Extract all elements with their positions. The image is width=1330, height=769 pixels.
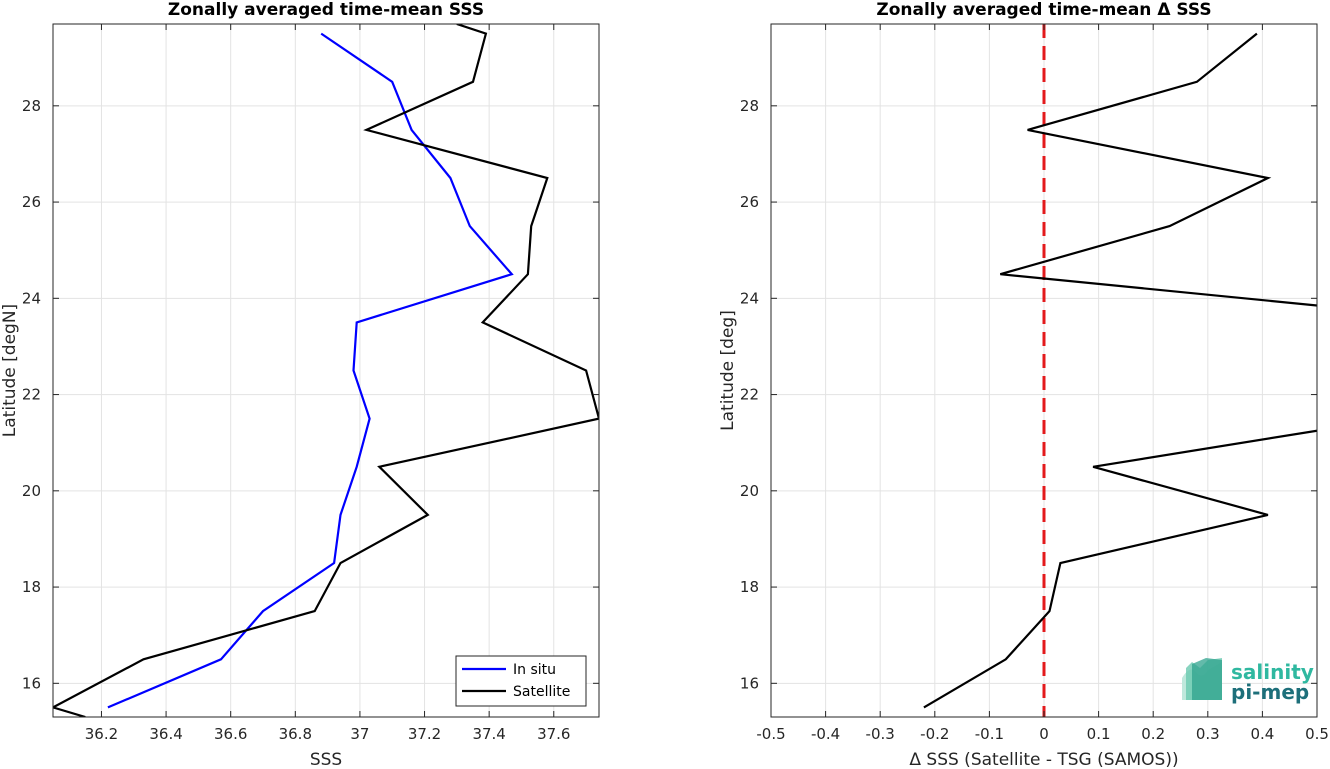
legend-label: Satellite xyxy=(513,684,570,700)
x-axis-label: SSS xyxy=(310,750,342,769)
x-tick-label: -0.1 xyxy=(975,725,1004,743)
x-axis-label: Δ SSS (Satellite - TSG (SAMOS)) xyxy=(909,750,1178,769)
x-tick-label: 0.3 xyxy=(1196,725,1220,743)
y-axis-label: Latitude [deg] xyxy=(718,310,738,431)
y-tick-label: 18 xyxy=(22,578,41,596)
x-tick-label: 37 xyxy=(350,725,369,743)
plot-area xyxy=(53,24,599,717)
axes-box xyxy=(52,23,600,718)
x-tick-label: -0.4 xyxy=(811,725,840,743)
x-tick-label: 0.1 xyxy=(1087,725,1111,743)
y-tick-label: 22 xyxy=(22,386,41,404)
y-tick-label: 16 xyxy=(740,674,759,692)
x-tick-label: 37.6 xyxy=(537,725,570,743)
series-line-0 xyxy=(923,429,1317,709)
logo-wave-icon xyxy=(1182,658,1222,700)
delta-sss-panel: -0.5 -0.4 -0.3 -0.2 -0.1 0 0.1 0.2 0.3 0.4 0.5 16 18… xyxy=(718,0,1329,769)
y-tick-label: 16 xyxy=(22,674,41,692)
x-tick-label: 36.6 xyxy=(214,725,247,743)
x-tick-label: 37.2 xyxy=(408,725,441,743)
x-tick-label: -0.3 xyxy=(866,725,895,743)
y-tick-label: 20 xyxy=(740,482,759,500)
x-tick-label: -0.2 xyxy=(920,725,949,743)
salinity-pi-mep-logo: salinity pi-mep xyxy=(1182,658,1314,704)
legend-box xyxy=(455,655,587,707)
x-tick-label: 37.4 xyxy=(472,725,505,743)
y-tick-label: 26 xyxy=(740,193,759,211)
y-axis-label: Latitude [degN] xyxy=(0,304,20,437)
x-tick-label: 0.2 xyxy=(1141,725,1165,743)
x-tick-label: 0.4 xyxy=(1250,725,1274,743)
y-tick-label: 24 xyxy=(22,289,41,307)
chart-title: Zonally averaged time-mean SSS xyxy=(168,0,484,20)
logo-line2: pi-mep xyxy=(1231,680,1309,704)
y-tick-label: 28 xyxy=(740,97,759,115)
x-tick-label: 36.2 xyxy=(85,725,118,743)
y-tick-label: 28 xyxy=(22,97,41,115)
x-tick-label: 0.5 xyxy=(1305,725,1329,743)
series-line-satellite xyxy=(53,24,599,717)
x-tick-label: 36.8 xyxy=(279,725,312,743)
y-tick-label: 22 xyxy=(740,386,759,404)
y-tick-label: 20 xyxy=(22,482,41,500)
x-tick-label: 0 xyxy=(1039,725,1049,743)
x-tick-label: 36.4 xyxy=(149,725,182,743)
y-tick-label: 18 xyxy=(740,578,759,596)
logo-line1: salinity xyxy=(1231,660,1314,684)
legend-label: In situ xyxy=(513,662,556,678)
y-tick-label: 24 xyxy=(740,289,759,307)
x-tick-label: -0.5 xyxy=(756,725,785,743)
y-tick-label: 26 xyxy=(22,193,41,211)
sss-panel: 36.2 36.4 36.6 36.8 37 37.2 37.4 37.6 16 18 20 22 24… xyxy=(0,0,600,769)
chart-title: Zonally averaged time-mean Δ SSS xyxy=(876,0,1211,20)
series-line-1 xyxy=(999,32,1317,307)
